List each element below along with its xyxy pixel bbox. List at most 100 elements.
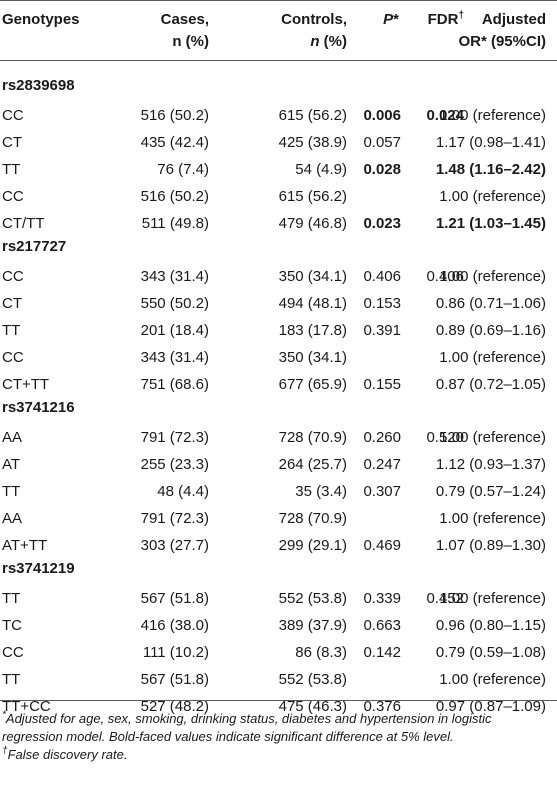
genotype-cell: TT bbox=[2, 161, 21, 178]
snp-section-header: rs3741219 bbox=[2, 560, 75, 577]
cases-cell: 550 (50.2) bbox=[140, 295, 209, 312]
header-genotypes: Genotypes bbox=[2, 11, 80, 28]
header-fdr-mark: † bbox=[458, 10, 464, 21]
p-value-cell: 0.260 bbox=[363, 429, 401, 446]
p-value-cell: 0.028 bbox=[363, 161, 401, 178]
genotype-cell: CT/TT bbox=[2, 215, 45, 232]
footnote-mark-asterisk: * bbox=[2, 709, 6, 721]
genotype-cell: AT bbox=[2, 456, 21, 473]
cases-cell: 791 (72.3) bbox=[140, 510, 209, 527]
cases-cell: 201 (18.4) bbox=[140, 322, 209, 339]
header-or: Adjusted OR* (95%CI) bbox=[458, 9, 546, 53]
fdr-cell: 0.024 bbox=[426, 107, 464, 124]
controls-cell: 183 (17.8) bbox=[278, 322, 347, 339]
p-value-cell: 0.153 bbox=[363, 295, 401, 312]
table-row: CT/TT 511 (49.8) 479 (46.8) 0.023 1.21 (1.03… bbox=[0, 210, 557, 237]
header-cases: Cases, n (%) bbox=[161, 9, 209, 53]
header-fdr-text: FDR bbox=[427, 11, 459, 28]
odds-ratio-cell: 1.21 (1.03–1.45) bbox=[435, 215, 546, 232]
controls-cell: 350 (34.1) bbox=[278, 349, 347, 366]
odds-ratio-cell: 1.12 (0.93–1.37) bbox=[435, 456, 546, 473]
odds-ratio-cell: 1.00 (reference) bbox=[439, 510, 546, 527]
controls-cell: 615 (56.2) bbox=[278, 188, 347, 205]
odds-ratio-cell: 1.00 (reference) bbox=[439, 188, 546, 205]
controls-cell: 479 (46.8) bbox=[278, 215, 347, 232]
genotype-cell: TT bbox=[2, 671, 21, 688]
genotype-cell: CC bbox=[2, 188, 24, 205]
footnote-fdr: †False discovery rate. bbox=[2, 746, 552, 764]
controls-cell: 389 (37.9) bbox=[278, 617, 347, 634]
fdr-cell: 0.452 bbox=[426, 590, 464, 607]
genotype-cell: CT bbox=[2, 295, 22, 312]
header-p-letter: P bbox=[383, 11, 394, 28]
table-row: TT 567 (51.8) 552 (53.8) 1.00 (reference) bbox=[0, 666, 557, 693]
cases-cell: 527 (48.2) bbox=[140, 698, 209, 715]
cases-cell: 435 (42.4) bbox=[140, 134, 209, 151]
odds-ratio-cell: 1.00 (reference) bbox=[439, 429, 546, 446]
p-value-cell: 0.663 bbox=[363, 617, 401, 634]
snp-section-header: rs217727 bbox=[2, 238, 67, 255]
genotype-cell: TC bbox=[2, 617, 22, 634]
odds-ratio-cell: 1.00 (reference) bbox=[439, 107, 546, 124]
genotype-cell: CC bbox=[2, 268, 24, 285]
odds-ratio-cell: 1.48 (1.16–2.42) bbox=[435, 161, 546, 178]
cases-cell: 343 (31.4) bbox=[140, 268, 209, 285]
table-row: TT 201 (18.4) 183 (17.8) 0.391 0.89 (0.69–1.… bbox=[0, 317, 557, 344]
cases-cell: 48 (4.4) bbox=[157, 483, 209, 500]
table-row: CT 550 (50.2) 494 (48.1) 0.153 0.86 (0.71–1.… bbox=[0, 290, 557, 317]
genotype-cell: AA bbox=[2, 429, 23, 446]
cases-cell: 255 (23.3) bbox=[140, 456, 209, 473]
cases-cell: 111 (10.2) bbox=[142, 644, 209, 661]
controls-cell: 299 (29.1) bbox=[278, 537, 347, 554]
table-row: TT 567 (51.8) 552 (53.8) 0.339 0.452 1.00 (re… bbox=[0, 585, 557, 612]
odds-ratio-cell: 1.00 (reference) bbox=[439, 590, 546, 607]
header-cases-line1: Cases, bbox=[160, 11, 209, 28]
header-p: P* bbox=[383, 9, 399, 31]
odds-ratio-cell: 1.07 (0.89–1.30) bbox=[435, 537, 546, 554]
controls-cell: 264 (25.7) bbox=[278, 456, 347, 473]
footnote-mark-dagger: † bbox=[2, 745, 8, 757]
p-value-cell: 0.057 bbox=[363, 134, 401, 151]
table-row: TC 416 (38.0) 389 (37.9) 0.663 0.96 (0.80–1.… bbox=[0, 612, 557, 639]
odds-ratio-cell: 1.17 (0.98–1.41) bbox=[435, 134, 546, 151]
footnote-adjusted: *Adjusted for age, sex, smoking, drinkin… bbox=[2, 710, 552, 746]
controls-cell: 552 (53.8) bbox=[278, 590, 347, 607]
table-row: CC 516 (50.2) 615 (56.2) 0.006 0.024 1.00 (re… bbox=[0, 102, 557, 129]
cases-cell: 791 (72.3) bbox=[140, 429, 209, 446]
table-row: CC 111 (10.2) 86 (8.3) 0.142 0.79 (0.59–1.08… bbox=[0, 639, 557, 666]
footnote-fdr-text: False discovery rate. bbox=[7, 747, 128, 762]
controls-cell: 728 (70.9) bbox=[278, 429, 347, 446]
p-value-cell: 0.247 bbox=[363, 456, 401, 473]
controls-cell: 494 (48.1) bbox=[278, 295, 347, 312]
header-controls-line1: Controls, bbox=[281, 11, 347, 28]
controls-cell: 86 (8.3) bbox=[295, 644, 347, 661]
cases-cell: 76 (7.4) bbox=[157, 161, 209, 178]
table-row: AA 791 (72.3) 728 (70.9) 0.260 0.520 1.00 (re… bbox=[0, 424, 557, 451]
table-row: CC 343 (31.4) 350 (34.1) 1.00 (reference) bbox=[0, 344, 557, 371]
controls-cell: 615 (56.2) bbox=[278, 107, 347, 124]
cases-cell: 511 (49.8) bbox=[141, 215, 209, 232]
controls-cell: 35 (3.4) bbox=[295, 483, 347, 500]
table-row: CC 516 (50.2) 615 (56.2) 1.00 (reference) bbox=[0, 183, 557, 210]
header-controls: Controls, n (%) bbox=[281, 9, 347, 53]
header-or-line1: Adjusted bbox=[481, 11, 546, 28]
genotype-cell: TT bbox=[2, 483, 21, 500]
genotype-cell: CC bbox=[2, 349, 24, 366]
table-row: AT 255 (23.3) 264 (25.7) 0.247 1.12 (0.93–1.… bbox=[0, 451, 557, 478]
p-value-cell: 0.006 bbox=[363, 107, 401, 124]
controls-cell: 677 (65.9) bbox=[278, 376, 347, 393]
snp-section-header: rs3741216 bbox=[2, 399, 75, 416]
odds-ratio-cell: 0.96 (0.80–1.15) bbox=[435, 617, 546, 634]
header-p-mark: * bbox=[393, 11, 399, 28]
genotype-cell: CC bbox=[2, 644, 24, 661]
table-row: CC 343 (31.4) 350 (34.1) 0.406 0.406 1.00 (re… bbox=[0, 263, 557, 290]
controls-cell: 475 (46.3) bbox=[278, 698, 347, 715]
genotype-cell: CT bbox=[2, 134, 22, 151]
p-value-cell: 0.339 bbox=[363, 590, 401, 607]
controls-cell: 728 (70.9) bbox=[278, 510, 347, 527]
p-value-cell: 0.023 bbox=[363, 215, 401, 232]
cases-cell: 567 (51.8) bbox=[140, 590, 209, 607]
cases-cell: 343 (31.4) bbox=[140, 349, 209, 366]
cases-cell: 516 (50.2) bbox=[140, 188, 209, 205]
